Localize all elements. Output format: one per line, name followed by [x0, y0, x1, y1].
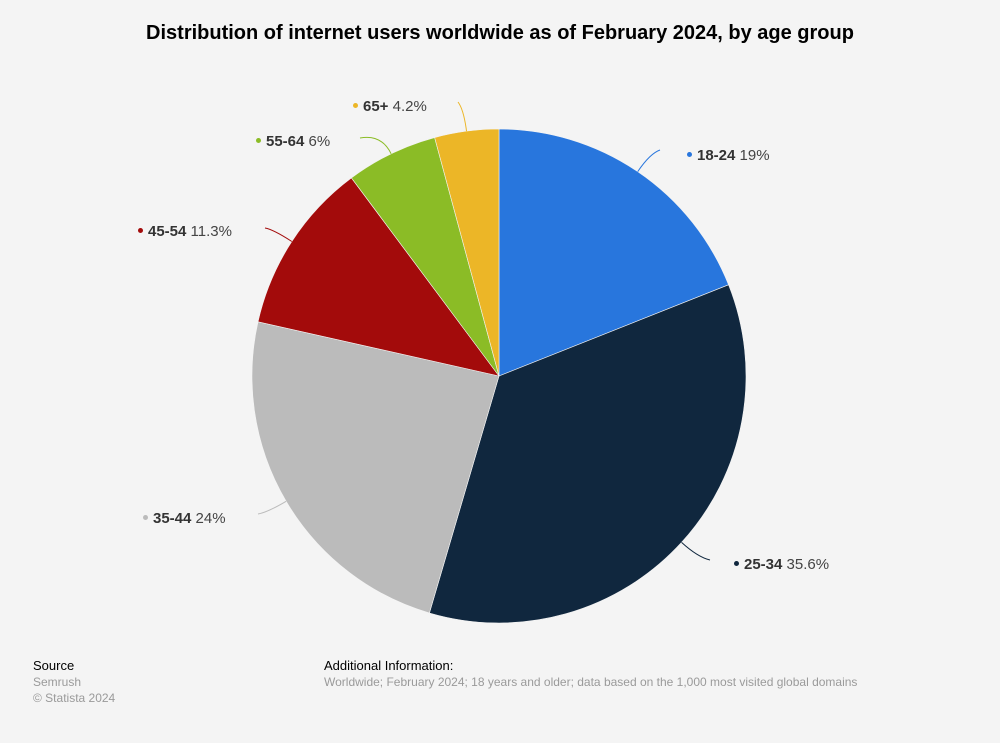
connector-line-45-54 [264, 227, 293, 242]
pie-slice-65+[interactable] [434, 128, 500, 377]
value-label: 4.2% [392, 98, 427, 115]
data-label-65+: 65+ 4.2% [353, 98, 427, 116]
category-label: 45-54 [148, 223, 187, 240]
copyright: © Statista 2024 [33, 691, 116, 705]
value-label: 24% [195, 510, 226, 527]
connector-line-55-64 [359, 136, 392, 155]
pie-slice-18-24[interactable] [498, 128, 729, 377]
source-name[interactable]: Semrush [33, 675, 82, 689]
data-label-25-34: 25-34 35.6% [734, 556, 829, 574]
additional-info-heading: Additional Information: [324, 658, 454, 673]
data-label-45-54: 45-54 11.3% [138, 223, 232, 241]
category-label: 25-34 [744, 556, 783, 573]
chart-title: Distribution of internet users worldwide… [146, 22, 854, 44]
source-heading: Source [33, 658, 75, 673]
data-label-55-64: 55-64 6% [256, 133, 330, 151]
connector-line-25-34 [681, 542, 711, 561]
pie-slice-25-34[interactable] [429, 284, 747, 624]
legend-dot [256, 137, 261, 143]
value-label: 6% [308, 133, 331, 150]
connector-line-18-24 [637, 149, 661, 172]
data-label-35-44: 35-44 24% [143, 510, 226, 528]
category-label: 55-64 [266, 133, 305, 150]
category-label: 18-24 [697, 147, 736, 164]
connector-line-35-44 [257, 500, 287, 515]
additional-info-text: Worldwide; February 2024; 18 years and o… [324, 675, 858, 689]
source-block: Source Semrush © Statista 2024 [33, 658, 115, 706]
legend-dot [353, 102, 358, 108]
value-label: 19% [739, 147, 770, 164]
legend-dot [687, 151, 692, 157]
value-label: 11.3% [190, 223, 232, 240]
connector-line-65+ [457, 101, 468, 132]
legend-dot [734, 560, 739, 566]
data-label-18-24: 18-24 19% [687, 147, 770, 165]
additional-info-block: Additional Information: Worldwide; Febru… [324, 658, 857, 690]
pie-slice-35-44[interactable] [251, 321, 500, 614]
category-label: 65+ [363, 98, 389, 115]
legend-dot [143, 514, 148, 520]
category-label: 35-44 [153, 510, 192, 527]
value-label: 35.6% [786, 556, 830, 573]
legend-dot [138, 227, 143, 233]
